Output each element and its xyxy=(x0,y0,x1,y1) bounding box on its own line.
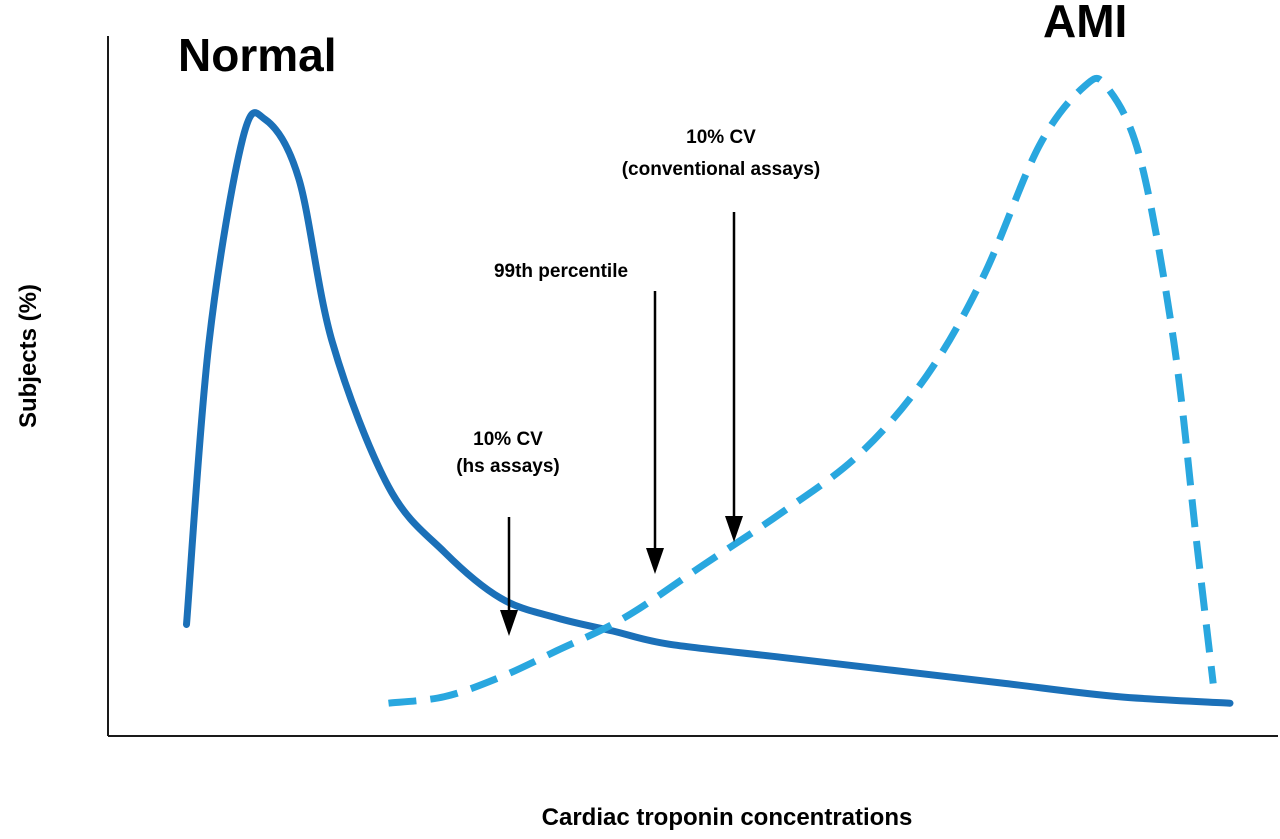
annotation-hs-line1: 10% CV xyxy=(473,429,543,450)
arrow-99th-percentile xyxy=(646,291,664,574)
series-label-ami: AMI xyxy=(1043,0,1127,47)
arrow-hs xyxy=(500,517,518,636)
normal-curve xyxy=(183,109,1234,707)
y-axis-label: Subjects (%) xyxy=(15,284,42,428)
annotation-conventional-line1: 10% CV xyxy=(686,127,756,148)
annotation-hs-line2: (hs assays) xyxy=(456,456,560,477)
annotation-conventional-line2: (conventional assays) xyxy=(622,159,821,180)
x-axis-label: Cardiac troponin concentrations xyxy=(542,804,913,831)
annotation-99th-percentile: 99th percentile xyxy=(494,261,628,282)
arrow-conventional xyxy=(725,212,743,542)
ami-curve xyxy=(388,74,1217,707)
series-label-normal: Normal xyxy=(178,29,336,81)
